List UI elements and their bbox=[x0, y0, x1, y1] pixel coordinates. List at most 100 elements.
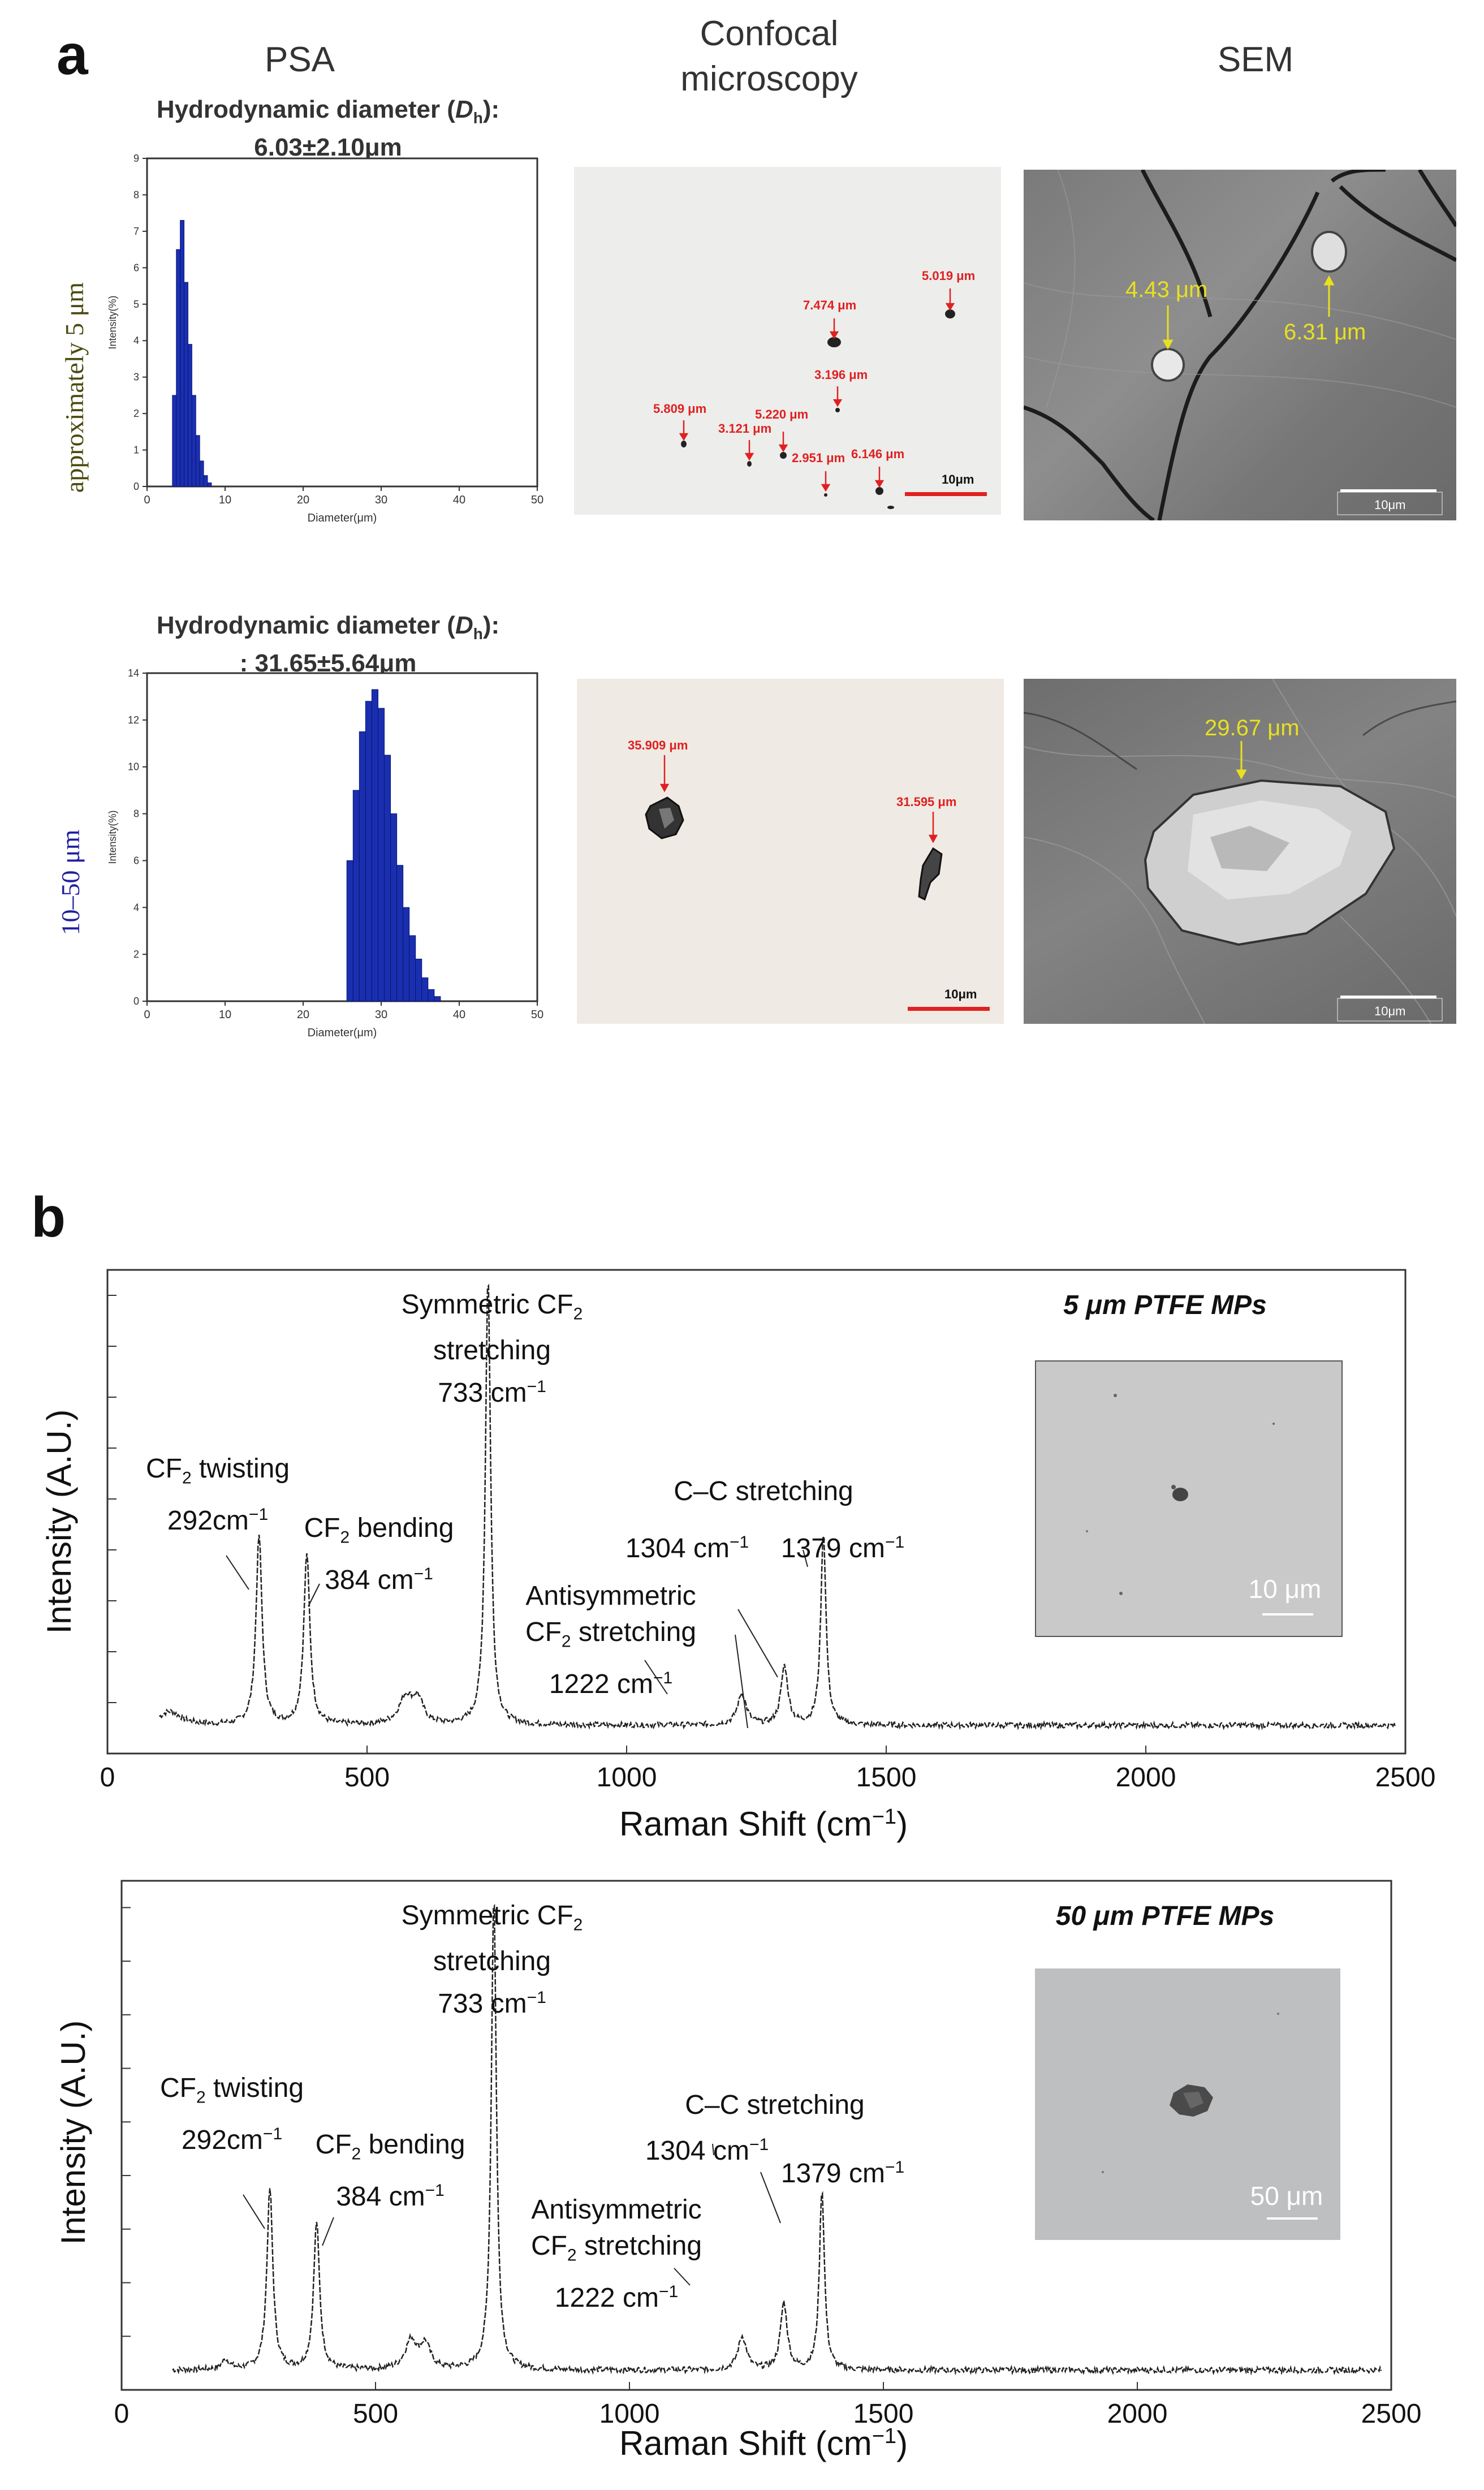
annot-sup: −1 bbox=[413, 1564, 433, 1583]
annotation-leader bbox=[803, 1549, 808, 1567]
row1-psa-title: Hydrodynamic diameter (Dh): 6.03±2.10μm bbox=[90, 95, 566, 162]
histogram-bar bbox=[421, 977, 429, 1002]
x-tick-label: 40 bbox=[453, 1009, 465, 1021]
annot-text: stretching bbox=[433, 1946, 551, 1976]
annot-sup: −1 bbox=[527, 1377, 546, 1396]
confocal-label: 35.909 μm bbox=[628, 738, 688, 752]
y-tick-label: 7 bbox=[133, 226, 139, 237]
confocal-scale-label: 10μm bbox=[942, 472, 974, 486]
inset-particle-2 bbox=[1102, 2013, 1318, 2220]
annot-text: Symmetric CF bbox=[401, 1901, 573, 1931]
y-tick-label: 2 bbox=[133, 408, 139, 419]
xlabel-text-2: ) bbox=[896, 1805, 908, 1843]
annotation-leader bbox=[735, 1634, 748, 1729]
annot-text: stretching bbox=[578, 1617, 697, 1647]
annot-text: CF bbox=[530, 2231, 567, 2261]
annot-sub: 2 bbox=[567, 2246, 577, 2265]
raman-spectrum-2: 0 500 1000 1500 2000 2500 bbox=[114, 1880, 1421, 2429]
xlabel-sup: −1 bbox=[872, 1805, 897, 1829]
x-tick-label: 1000 bbox=[599, 2399, 660, 2429]
xlabel-text: Raman Shift (cm bbox=[619, 2424, 872, 2462]
confocal-image-1: 5.019 μm 7.474 μm 3.196 μm 5.809 μm 3.12… bbox=[574, 167, 1001, 515]
annot-text: 1222 cm bbox=[549, 1669, 653, 1699]
x-tick-label: 10 bbox=[219, 1009, 231, 1021]
confocal-label: 31.595 μm bbox=[896, 795, 957, 809]
psa-histogram-2: 0 2 4 6 8 10 12 14 0 10 20 30 40 50 Diameter(μm) Intens… bbox=[107, 667, 543, 1039]
annotation-leader bbox=[308, 1583, 320, 1607]
sem-label: 6.31 μm bbox=[1284, 320, 1366, 344]
y-tick-label: 8 bbox=[133, 189, 139, 200]
annot-text: 733 cm bbox=[438, 1988, 527, 2019]
histogram-bar bbox=[365, 701, 372, 1002]
annot-sub: 2 bbox=[573, 1915, 583, 1935]
x-tick-label: 50 bbox=[531, 494, 543, 506]
confocal-scale-label: 10μm bbox=[944, 987, 977, 1001]
histogram-bar bbox=[172, 395, 177, 487]
annot-bending: CF2 bending 384 cm−1 bbox=[294, 2127, 486, 2215]
inset-particle-1 bbox=[1086, 1394, 1313, 1616]
xlabel-sup: −1 bbox=[872, 2424, 897, 2448]
sem-scale-label: 10μm bbox=[1374, 498, 1406, 512]
x-tick-label: 2500 bbox=[1375, 1763, 1436, 1793]
annot-sup: −1 bbox=[653, 1668, 673, 1687]
histogram-bar bbox=[377, 708, 385, 1002]
x-tick-label: 1500 bbox=[853, 2399, 914, 2429]
annotation-leader bbox=[737, 1609, 778, 1678]
y-tick-label: 2 bbox=[133, 949, 139, 960]
y-tick-label: 14 bbox=[128, 667, 139, 679]
plot-frame bbox=[146, 157, 538, 488]
annot-sub: 2 bbox=[340, 1528, 350, 1547]
x-tick-label: 500 bbox=[353, 2399, 398, 2429]
x-tick-label: 0 bbox=[114, 2399, 130, 2429]
confocal-label: 7.474 μm bbox=[803, 298, 857, 312]
x-tick-label: 30 bbox=[375, 1009, 387, 1021]
xlabel-text-2: ) bbox=[896, 2424, 908, 2462]
inset-image-2: 50 μm bbox=[1035, 1968, 1340, 2240]
annot-text: C–C stretching bbox=[674, 1476, 853, 1506]
annot-sup: −1 bbox=[248, 1505, 269, 1524]
histogram-bar bbox=[384, 755, 391, 1002]
annot-1304: 1304 cm−1 bbox=[614, 1533, 761, 1564]
histogram-bar bbox=[346, 860, 353, 1002]
col-title-sem: SEM bbox=[1217, 40, 1294, 79]
x-tick-label: 20 bbox=[297, 494, 309, 506]
xlabel-text: Raman Shift (cm bbox=[619, 1805, 872, 1843]
psa-title-italic: D bbox=[455, 611, 473, 639]
psa-title-text-2: ): bbox=[482, 96, 500, 123]
col-title-confocal: Confocal microscopy bbox=[680, 14, 858, 98]
psa-title-text-2: ): bbox=[482, 611, 500, 639]
row1-side-label: approximately 5 μm bbox=[60, 282, 89, 493]
histogram-bar bbox=[195, 435, 200, 487]
annot-sub: 2 bbox=[196, 2088, 206, 2107]
histogram-bar bbox=[199, 460, 204, 487]
annot-antisymmetric: Antisymmetric CF2 stretching 1222 cm−1 bbox=[498, 1578, 724, 1703]
annotation-leader bbox=[243, 2194, 265, 2229]
sem-image-1: 4.43 μm 6.31 μm 10μm bbox=[1024, 170, 1456, 520]
annot-cc: C–C stretching bbox=[650, 1474, 877, 1510]
confocal-label: 6.146 μm bbox=[851, 447, 905, 461]
annot-antisymmetric: Antisymmetric CF2 stretching 1222 cm−1 bbox=[503, 2192, 730, 2316]
x-tick-label: 1000 bbox=[597, 1763, 657, 1793]
histogram-bar bbox=[359, 731, 366, 1002]
histogram-bar bbox=[191, 395, 196, 487]
confocal-label: 2.951 μm bbox=[792, 451, 845, 465]
annot-text: 292cm bbox=[181, 2125, 263, 2155]
y-tick-label: 12 bbox=[128, 714, 139, 726]
confocal-particles-1 bbox=[679, 288, 987, 509]
sem-label: 4.43 μm bbox=[1125, 277, 1208, 302]
row2-side-label: 10–50 μm bbox=[56, 829, 85, 936]
annot-sup: −1 bbox=[658, 2282, 679, 2301]
x-tick-label: 20 bbox=[297, 1009, 309, 1021]
x-tick-label: 2000 bbox=[1107, 2399, 1168, 2429]
psa-title-text: Hydrodynamic diameter ( bbox=[156, 96, 455, 123]
psa-title-sub: h bbox=[473, 109, 483, 127]
psa-title-italic: D bbox=[455, 96, 473, 123]
annot-sub: 2 bbox=[573, 1304, 583, 1324]
histogram-bar bbox=[390, 813, 398, 1002]
x-tick-label: 2000 bbox=[1116, 1763, 1176, 1793]
x-tick-label: 40 bbox=[453, 494, 465, 506]
annot-text: 1304 cm bbox=[625, 1533, 730, 1563]
x-tick-label: 500 bbox=[344, 1763, 390, 1793]
annot-text: 733 cm bbox=[438, 1377, 527, 1408]
annot-text: CF bbox=[304, 1513, 340, 1543]
